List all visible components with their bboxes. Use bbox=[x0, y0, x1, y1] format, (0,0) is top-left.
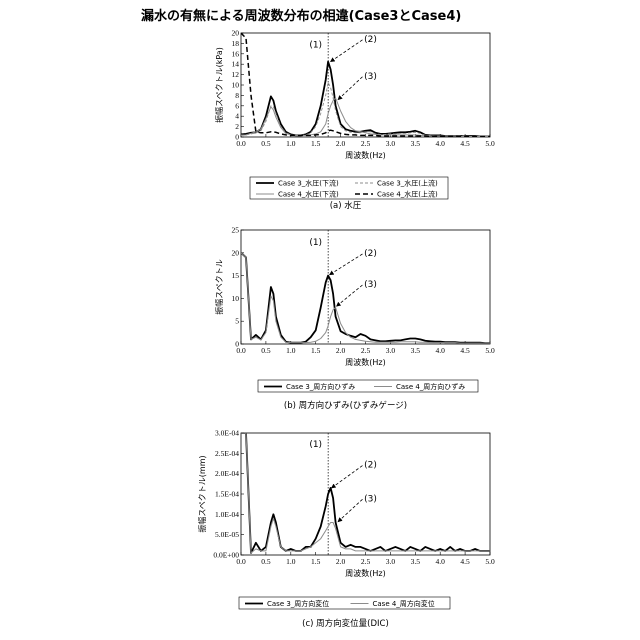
x-tick-label: 4.0 bbox=[436, 139, 446, 148]
chart-panel: 0.00.51.01.52.02.53.03.54.04.55.00510152… bbox=[214, 226, 495, 412]
annotation-label: (1) bbox=[309, 41, 322, 51]
y-tick-label: 1.5E-04 bbox=[215, 490, 239, 499]
x-tick-label: 3.0 bbox=[386, 139, 396, 148]
annotation-arrow bbox=[337, 285, 363, 306]
y-tick-label: 10 bbox=[232, 294, 240, 303]
y-tick-label: 2 bbox=[235, 122, 239, 131]
chart-panel: 0.00.51.01.52.02.53.03.54.04.55.00.0E+00… bbox=[197, 429, 495, 630]
y-tick-label: 2.5E-04 bbox=[215, 449, 239, 458]
x-tick-label: 1.5 bbox=[311, 557, 321, 566]
panels: 0.00.51.01.52.02.53.03.54.04.55.00246810… bbox=[197, 29, 495, 630]
annotation-arrow bbox=[332, 466, 363, 488]
x-tick-label: 0.5 bbox=[261, 346, 271, 355]
y-tick-label: 5 bbox=[235, 317, 239, 326]
y-tick-label: 25 bbox=[232, 226, 240, 235]
x-tick-label: 3.5 bbox=[411, 346, 421, 355]
y-tick-label: 3.0E-04 bbox=[215, 429, 239, 438]
y-tick-label: 16 bbox=[232, 49, 240, 58]
series-line bbox=[241, 253, 490, 343]
x-tick-label: 4.0 bbox=[436, 557, 446, 566]
y-tick-label: 0 bbox=[235, 133, 239, 142]
x-axis-label: 周波数(Hz) bbox=[345, 568, 385, 578]
x-tick-label: 1.5 bbox=[311, 139, 321, 148]
x-tick-label: 2.0 bbox=[336, 346, 346, 355]
x-tick-label: 1.0 bbox=[286, 557, 296, 566]
y-tick-label: 2.0E-04 bbox=[215, 469, 239, 478]
x-tick-label: 1.0 bbox=[286, 346, 296, 355]
x-axis-label: 周波数(Hz) bbox=[345, 150, 385, 160]
x-tick-label: 4.5 bbox=[460, 346, 470, 355]
y-tick-label: 20 bbox=[232, 248, 240, 257]
series-line bbox=[241, 82, 490, 136]
x-tick-label: 0.5 bbox=[261, 139, 271, 148]
panel-caption: (c) 周方向変位量(DIC) bbox=[302, 618, 389, 629]
annotation-arrow bbox=[338, 77, 362, 100]
x-axis-label: 周波数(Hz) bbox=[345, 357, 385, 367]
x-tick-label: 3.0 bbox=[386, 346, 396, 355]
x-tick-label: 5.0 bbox=[485, 139, 495, 148]
y-axis-label: 振幅スペクトル bbox=[214, 259, 224, 314]
x-tick-label: 5.0 bbox=[485, 557, 495, 566]
y-tick-label: 10 bbox=[232, 81, 240, 90]
x-tick-label: 2.0 bbox=[336, 557, 346, 566]
x-tick-label: 2.5 bbox=[361, 139, 371, 148]
x-tick-label: 1.5 bbox=[311, 346, 321, 355]
annotation-label: (3) bbox=[364, 494, 377, 504]
x-tick-label: 0.5 bbox=[261, 557, 271, 566]
x-tick-label: 4.5 bbox=[460, 557, 470, 566]
y-tick-label: 5.0E-05 bbox=[215, 530, 239, 539]
annotation-arrow bbox=[338, 499, 362, 521]
y-tick-label: 12 bbox=[232, 70, 240, 79]
y-tick-label: 0.0E+00 bbox=[213, 551, 239, 560]
annotation-label: (3) bbox=[364, 72, 377, 82]
y-tick-label: 1.0E-04 bbox=[215, 510, 239, 519]
y-tick-label: 6 bbox=[235, 101, 239, 110]
annotation-label: (1) bbox=[309, 440, 322, 450]
x-tick-label: 2.0 bbox=[336, 139, 346, 148]
panel-caption: (b) 周方向ひずみ(ひずみゲージ) bbox=[284, 400, 407, 411]
legend-entry: Case 3_水圧(上流) bbox=[377, 179, 438, 188]
annotation-arrow bbox=[330, 254, 363, 275]
annotation-label: (2) bbox=[364, 461, 377, 471]
legend-entry: Case 3_周方向ひずみ bbox=[286, 382, 355, 391]
legend-entry: Case 4_周方向変位 bbox=[373, 599, 435, 608]
x-tick-label: 3.0 bbox=[386, 557, 396, 566]
annotation-label: (3) bbox=[364, 280, 377, 290]
panel-caption: (a) 水圧 bbox=[330, 200, 362, 211]
legend-entry: Case 3_水圧(下流) bbox=[278, 179, 339, 188]
x-tick-label: 4.0 bbox=[436, 346, 446, 355]
chart-panel: 0.00.51.01.52.02.53.03.54.04.55.00246810… bbox=[214, 29, 495, 212]
annotation-arrow bbox=[331, 40, 363, 62]
figure-title: 漏水の有無による周波数分布の相違(Case3とCase4) bbox=[141, 8, 461, 24]
y-tick-label: 0 bbox=[235, 340, 239, 349]
series-line bbox=[241, 433, 490, 553]
annotation-label: (1) bbox=[309, 238, 322, 248]
annotation-label: (2) bbox=[364, 35, 377, 45]
y-tick-label: 8 bbox=[235, 91, 239, 100]
legend-entry: Case 3_周方向変位 bbox=[267, 599, 329, 608]
y-tick-label: 14 bbox=[232, 60, 240, 69]
x-tick-label: 1.0 bbox=[286, 139, 296, 148]
y-tick-label: 4 bbox=[235, 112, 239, 121]
y-axis-label: 振幅スペクトル(mm) bbox=[197, 455, 207, 532]
x-tick-label: 3.5 bbox=[411, 139, 421, 148]
legend-entry: Case 4_水圧(上流) bbox=[377, 190, 438, 199]
x-tick-label: 2.5 bbox=[361, 346, 371, 355]
x-tick-label: 3.5 bbox=[411, 557, 421, 566]
y-tick-label: 15 bbox=[232, 271, 240, 280]
x-tick-label: 2.5 bbox=[361, 557, 371, 566]
x-tick-label: 5.0 bbox=[485, 346, 495, 355]
legend-entry: Case 4_周方向ひずみ bbox=[396, 382, 465, 391]
legend-entry: Case 4_水圧(下流) bbox=[278, 190, 339, 199]
y-axis-label: 振幅スペクトル(kPa) bbox=[214, 47, 224, 123]
annotation-label: (2) bbox=[364, 249, 377, 259]
y-tick-label: 20 bbox=[232, 29, 240, 38]
x-tick-label: 4.5 bbox=[460, 139, 470, 148]
y-tick-label: 18 bbox=[232, 39, 240, 48]
